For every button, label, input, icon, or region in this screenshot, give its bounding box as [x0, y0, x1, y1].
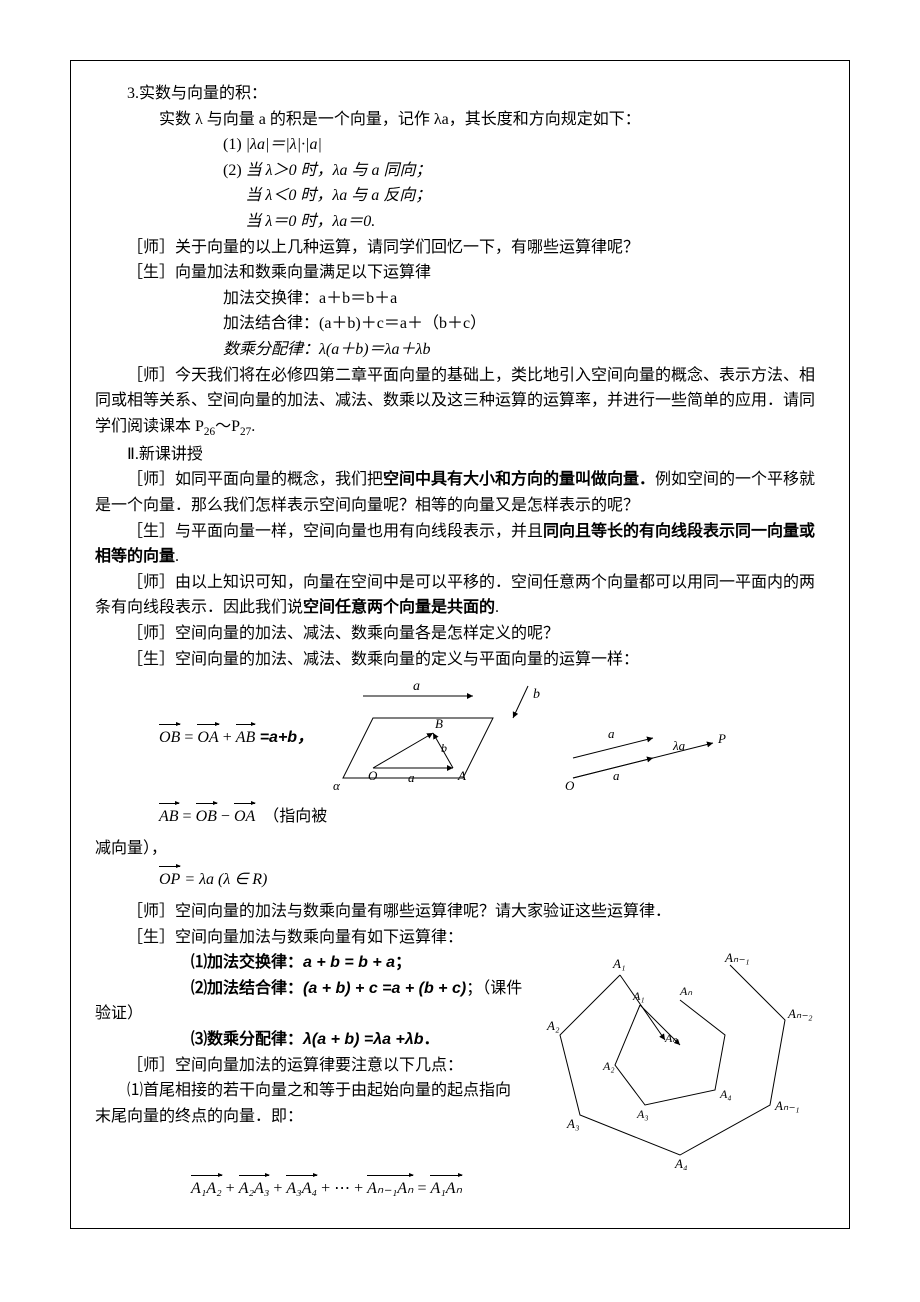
law-a: ⑴加法交换律：a + b = b + a；: [95, 950, 525, 976]
svg-text:Aₙ: Aₙ: [664, 1031, 677, 1045]
laws-with-figure: ⑴加法交换律：a + b = b + a； ⑵加法结合律：(a + b) + c…: [95, 950, 825, 1170]
label-b-plane: b: [441, 741, 447, 755]
svg-text:A₃: A₃: [636, 1107, 649, 1121]
svg-text:A₁: A₁: [632, 989, 645, 1003]
label-O: O: [368, 768, 378, 783]
label-A: A: [457, 768, 466, 783]
svg-text:Aₙ: Aₙ: [679, 984, 692, 998]
teacher-intro: ［师］今天我们将在必修四第二章平面向量的基础上，类比地引入空间向量的概念、表示方…: [95, 363, 825, 442]
page: 3.实数与向量的积： 实数 λ 与向量 a 的积是一个向量，记作 λa，其长度和…: [0, 0, 920, 1269]
section2-title: Ⅱ.新课讲授: [95, 442, 825, 468]
svg-text:Aₙ₋₂: Aₙ₋₂: [787, 1006, 813, 1021]
label-alpha: α: [333, 778, 341, 793]
parallelogram-svg: a b α a O A B b a: [313, 678, 733, 798]
svg-text:A₂: A₂: [602, 1059, 615, 1073]
svg-text:A₂: A₂: [546, 1018, 560, 1033]
law-commutative: 加法交换律：a＋b＝b＋a: [95, 286, 825, 312]
svg-text:A₃: A₃: [566, 1116, 579, 1131]
figure-parallelogram: a b α a O A B b a: [313, 678, 825, 798]
student-5: ［生］空间向量的加法、减法、数乘向量的定义与平面向量的运算一样：: [95, 647, 825, 673]
formula-1-row: OB = OA + AB =a+b， a b α: [95, 678, 825, 798]
sec3-title: 3.实数与向量的积：: [95, 81, 825, 107]
label-B: B: [435, 716, 443, 731]
svg-text:Aₙ₋₁: Aₙ₋₁: [774, 1098, 800, 1113]
chain-formula: A₁A₂ + A₂A₃ + A₃A₄ + ⋯ + Aₙ₋₁Aₙ = A₁Aₙ: [95, 1176, 825, 1202]
student-3: ［生］与平面向量一样，空间向量也用有向线段表示，并且同向且等长的有向线段表示同一…: [95, 519, 825, 570]
label-a4: a: [613, 768, 620, 783]
svg-text:A₄: A₄: [719, 1087, 732, 1101]
label-O2: O: [565, 778, 575, 793]
formula-2b: 减向量），: [95, 836, 825, 862]
formula-1: OB = OA + AB =a+b，: [95, 725, 313, 751]
polygon-svg: A₁ A₂ A₃ A₄ Aₙ₋₁ Aₙ₋₂ Aₙ₋₁ A₁ A₂ A₃ A₄ A…: [525, 950, 825, 1170]
label-P: P: [717, 731, 726, 746]
document-frame: 3.实数与向量的积： 实数 λ 与向量 a 的积是一个向量，记作 λa，其长度和…: [70, 60, 850, 1229]
rule-2b: 当 λ＜0 时，λa 与 a 反向；: [95, 183, 825, 209]
teacher-6: ［师］空间向量的加法与数乘向量有哪些运算律呢？请大家验证这些运算律．: [95, 899, 825, 925]
teacher-3: ［师］如同平面向量的概念，我们把空间中具有大小和方向的量叫做向量．例如空间的一个…: [95, 467, 825, 518]
law-associative: 加法结合律：(a＋b)＋c＝a＋（b＋c）: [95, 311, 825, 337]
note-1: ⑴首尾相接的若干向量之和等于由起始向量的起点指向末尾向量的终点的向量．即：: [95, 1078, 525, 1129]
law-c: ⑶数乘分配律：λ(a + b) =λa +λb．: [95, 1027, 525, 1053]
student-6: ［生］空间向量加法与数乘向量有如下运算律：: [95, 925, 825, 951]
rule-2c: 当 λ＝0 时，λa＝0.: [95, 209, 825, 235]
teacher-4: ［师］由以上知识可知，向量在空间中是可以平移的．空间任意两个向量都可以用同一平面…: [95, 570, 825, 621]
law-b: ⑵加法结合律：(a + b) + c =a + (b + c)；（课件验证）: [95, 976, 525, 1027]
svg-text:Aₙ₋₁: Aₙ₋₁: [724, 950, 750, 965]
teacher-7: ［师］空间向量加法的运算律要注意以下几点：: [95, 1053, 525, 1079]
label-a3: a: [608, 726, 615, 741]
figure-polygon-chain: A₁ A₂ A₃ A₄ Aₙ₋₁ Aₙ₋₂ Aₙ₋₁ A₁ A₂ A₃ A₄ A…: [525, 950, 825, 1170]
teacher-5: ［师］空间向量的加法、减法、数乘向量各是怎样定义的呢？: [95, 621, 825, 647]
formula-2-row: AB = OB − OA （指向被: [95, 804, 825, 830]
law-distributive: 数乘分配律：λ(a＋b)＝λa＋λb: [95, 337, 825, 363]
label-lambda-a: λa: [672, 738, 686, 753]
teacher-q1: ［师］关于向量的以上几种运算，请同学们回忆一下，有哪些运算律呢？: [95, 235, 825, 261]
student-a1: ［生］向量加法和数乘向量满足以下运算律: [95, 260, 825, 286]
rule-1: (1) |λa|＝|λ|·|a|: [95, 132, 825, 158]
svg-text:A₄: A₄: [674, 1156, 688, 1170]
label-a-plane: a: [408, 770, 415, 785]
rule-2a: (2) 当 λ＞0 时，λa 与 a 同向；: [95, 158, 825, 184]
svg-text:A₁: A₁: [612, 956, 625, 971]
sec3-intro: 实数 λ 与向量 a 的积是一个向量，记作 λa，其长度和方向规定如下：: [95, 107, 825, 133]
formula-2: AB = OB − OA （指向被: [95, 804, 327, 830]
label-a-top: a: [413, 679, 420, 694]
formula-3: OP = λa (λ ∈ R): [95, 867, 825, 893]
label-b-top: b: [533, 687, 540, 702]
